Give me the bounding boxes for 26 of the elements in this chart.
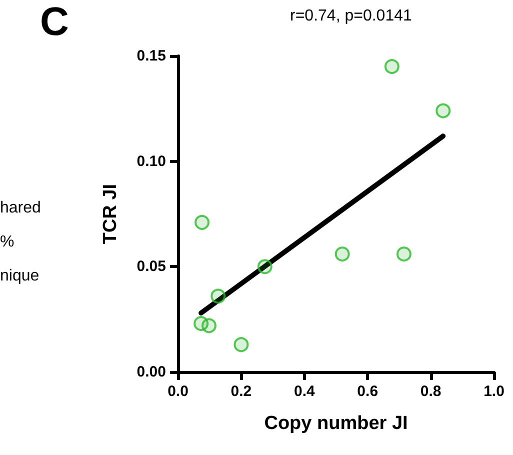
- x-tick-label: 0.8: [420, 383, 442, 400]
- point: [396, 246, 412, 262]
- x-axis-title: Copy number JI: [264, 413, 408, 434]
- text: C: [40, 0, 69, 44]
- point: [436, 103, 451, 118]
- point: [234, 337, 249, 352]
- y-tick-label: 0.15: [136, 48, 166, 64]
- y-tick-label: 0.05: [136, 258, 166, 276]
- point: [201, 318, 216, 334]
- point: [257, 259, 272, 274]
- y-axis-title: TCR JI: [100, 184, 121, 244]
- text: r=0.74, p=0.0141: [290, 8, 412, 24]
- text: %: [0, 234, 14, 250]
- y-tick-label: 0.00: [136, 364, 166, 380]
- x-tick-label: 0.4: [294, 383, 316, 400]
- x-tick-label: 0.6: [357, 383, 378, 400]
- point: [194, 214, 210, 230]
- text: hared: [0, 200, 41, 216]
- x-tick-label: 0.0: [168, 383, 188, 400]
- x-tick-label: 0.2: [230, 383, 252, 400]
- point: [210, 288, 226, 304]
- x-tick-label: 1.0: [484, 383, 504, 400]
- point: [384, 59, 400, 74]
- y-tick-label: 0.10: [136, 152, 166, 170]
- text: nique: [0, 268, 40, 284]
- point: [334, 246, 350, 262]
